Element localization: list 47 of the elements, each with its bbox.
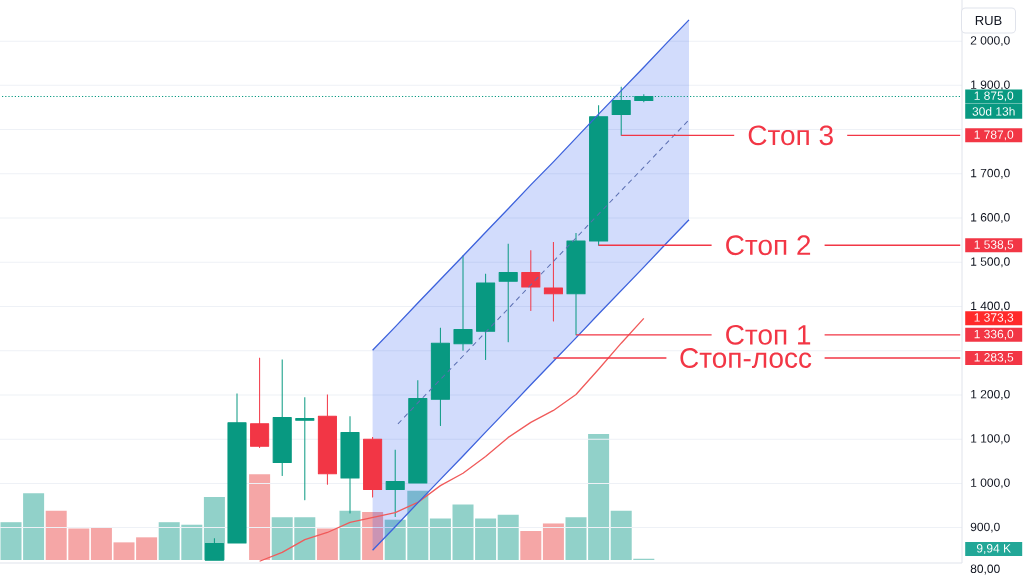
bar (316, 528, 338, 560)
data-label: 1 283,5 (974, 353, 1014, 363)
bar (339, 510, 361, 560)
y-tick-label: 1 100,0 (971, 434, 1010, 445)
text: 80,00 (970, 564, 1000, 575)
series-label: Стоп 2 (726, 235, 811, 256)
candlestick (543, 241, 563, 322)
candlestick (385, 449, 405, 518)
text: 1 373,3 (974, 313, 1014, 324)
ref-line-label: 1 875,0 (974, 91, 1014, 102)
candlestick (272, 359, 292, 476)
candlestick (521, 249, 541, 311)
bar (362, 512, 384, 560)
y-tick-label: 900,0 (970, 522, 1000, 533)
bar (520, 531, 542, 560)
candlestick (498, 243, 518, 343)
y-tick-label: 1 600,0 (971, 213, 1010, 223)
text: RUB (975, 15, 1002, 26)
y-tick-label: 1 400,0 (971, 301, 1010, 312)
series-label: Стоп 1 (726, 324, 811, 345)
series-label: Стоп 3 (748, 125, 833, 146)
bar (497, 514, 519, 560)
candlestick (453, 254, 473, 351)
data-label: 1 336,0 (974, 329, 1014, 340)
candlestick (295, 396, 315, 501)
y-tick-label: 1 500,0 (971, 257, 1010, 268)
bar (542, 523, 564, 560)
y-tick-label: 1 700,0 (971, 168, 1010, 179)
candlestick (317, 394, 337, 485)
data-label: 1 538,5 (974, 240, 1014, 251)
text: 30d 13h (972, 106, 1015, 116)
candlestick (363, 436, 383, 498)
y-tick-label: 1 000,0 (971, 478, 1010, 489)
candlestick (250, 357, 270, 449)
y-tick-label: 2 000,0 (970, 36, 1010, 47)
candlestick (430, 327, 450, 426)
y-tick-label: 1 900,0 (971, 80, 1010, 91)
candlestick (589, 104, 609, 246)
candlestick (476, 273, 496, 361)
text: 9,94 K (976, 544, 1011, 554)
candlestick (408, 379, 428, 484)
y-tick-label: 1 200,0 (971, 389, 1010, 400)
candlestick (227, 393, 247, 544)
bar (249, 474, 271, 560)
candlestick (566, 232, 586, 336)
data-label: 1 787,0 (974, 130, 1014, 141)
series-label: Стоп-лосс (680, 348, 812, 368)
